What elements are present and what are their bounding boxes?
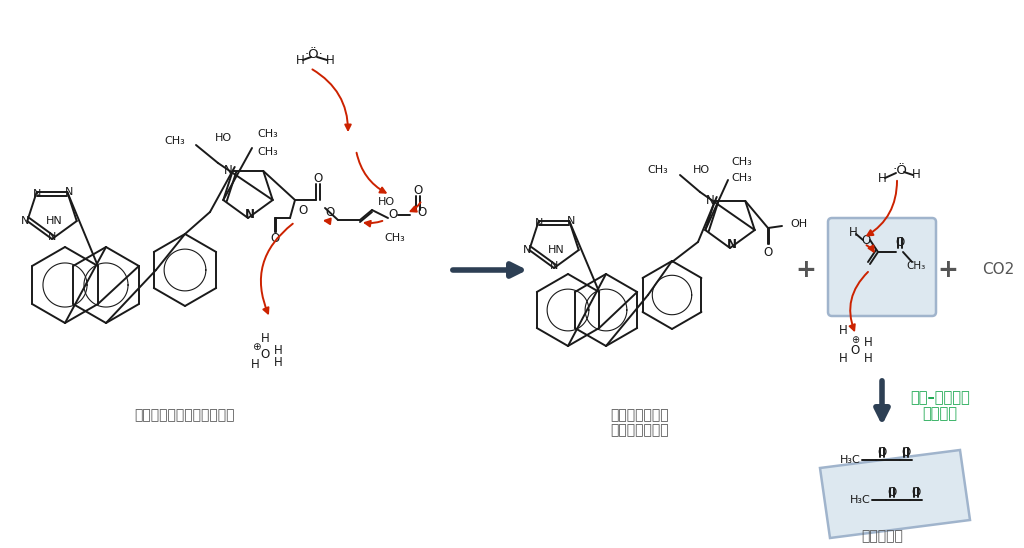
Text: HN: HN	[548, 245, 564, 255]
Text: N: N	[523, 245, 531, 255]
Text: H: H	[273, 344, 283, 357]
Text: N: N	[22, 216, 30, 226]
Text: O: O	[878, 447, 887, 460]
Text: O: O	[850, 344, 859, 357]
Text: CH₃: CH₃	[385, 233, 406, 243]
Text: H: H	[863, 351, 872, 364]
Polygon shape	[820, 450, 970, 538]
Text: HO: HO	[693, 165, 710, 175]
Text: O: O	[388, 208, 397, 221]
Text: CH₃: CH₃	[258, 129, 279, 139]
Text: O: O	[313, 172, 323, 185]
Text: +: +	[796, 258, 816, 282]
Text: O: O	[298, 203, 307, 216]
Text: N: N	[33, 189, 41, 199]
FancyBboxPatch shape	[828, 218, 936, 316]
Text: ケト–エノール: ケト–エノール	[910, 391, 970, 406]
Text: H: H	[839, 351, 848, 364]
Text: O: O	[418, 206, 427, 219]
Text: N: N	[550, 261, 558, 271]
Text: CO2: CO2	[982, 262, 1014, 277]
Text: H₃C: H₃C	[840, 455, 861, 465]
Text: H: H	[261, 332, 269, 345]
Text: O: O	[895, 236, 904, 248]
Text: N: N	[48, 232, 56, 242]
Text: H: H	[326, 54, 335, 66]
Text: O: O	[326, 207, 335, 220]
Text: CH₃: CH₃	[731, 173, 753, 183]
Text: H: H	[878, 172, 887, 185]
Text: CH₃: CH₃	[731, 157, 753, 167]
Text: オルメサルタン: オルメサルタン	[610, 408, 670, 422]
Text: O: O	[270, 232, 280, 246]
Text: N: N	[535, 218, 543, 228]
Text: CH₃: CH₃	[164, 136, 185, 146]
Text: H: H	[849, 225, 857, 238]
Text: O: O	[911, 487, 921, 499]
Text: ⊕: ⊕	[851, 335, 859, 345]
Text: H: H	[296, 54, 304, 66]
Text: HO: HO	[378, 197, 395, 207]
Text: H: H	[251, 357, 259, 370]
Text: N: N	[727, 238, 737, 252]
Text: N: N	[707, 195, 715, 208]
Text: N: N	[245, 208, 255, 221]
Text: O: O	[901, 447, 910, 460]
Text: （活性代謝物）: （活性代謝物）	[610, 423, 670, 437]
Text: H: H	[863, 335, 872, 349]
Text: H₃C: H₃C	[850, 495, 870, 505]
Text: H: H	[911, 168, 921, 181]
Text: :Ö: :Ö	[893, 163, 907, 176]
Text: オルメサルタン（中間体）: オルメサルタン（中間体）	[135, 408, 236, 422]
Text: O: O	[260, 349, 269, 362]
Text: CH₃: CH₃	[647, 165, 668, 175]
Text: +: +	[938, 258, 958, 282]
Text: H: H	[839, 323, 848, 336]
Text: H: H	[273, 356, 283, 368]
Text: HO: HO	[215, 133, 232, 143]
Text: OH: OH	[790, 219, 807, 229]
Text: N: N	[66, 187, 74, 197]
Text: O: O	[861, 233, 870, 247]
Text: HN: HN	[46, 216, 62, 226]
Text: ジアセチル: ジアセチル	[861, 529, 903, 543]
Text: ·Ö·: ·Ö·	[304, 49, 324, 61]
Text: N: N	[224, 164, 233, 178]
Text: O: O	[888, 487, 897, 499]
Text: N: N	[567, 216, 575, 226]
Text: O: O	[414, 184, 423, 197]
Text: O: O	[763, 246, 773, 259]
Text: 互変異性: 互変異性	[923, 407, 957, 421]
Text: CH₃: CH₃	[258, 147, 279, 157]
Text: CH₃: CH₃	[906, 261, 926, 271]
Text: ⊕: ⊕	[252, 342, 260, 352]
